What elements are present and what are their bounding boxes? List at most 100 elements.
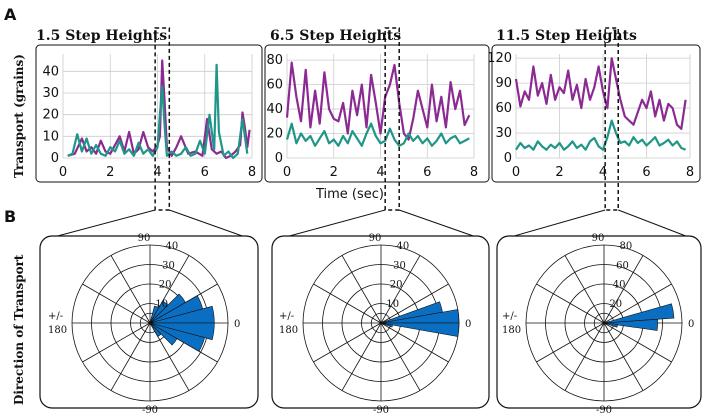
rose-sector (149, 322, 205, 352)
rose-chart-3: 20 40 60 80 0 90 +/- 180 -90 (496, 233, 702, 413)
x-tick-label: 2 (330, 165, 338, 180)
series-line-2 (67, 63, 249, 160)
x-tick-label: 0 (59, 165, 67, 180)
radial-tick-label: 40 (166, 241, 179, 252)
x-tick-label: 8 (470, 165, 478, 180)
y-tick-label: 0 (275, 151, 283, 166)
polar-spoke (603, 255, 644, 324)
polar-spoke (380, 255, 421, 324)
rose-sector (603, 318, 658, 331)
radial-tick-label: 20 (159, 280, 172, 291)
plot-3: 0 30 60 90 120 0 2 4 6 8 (487, 27, 701, 211)
radial-tick-label: 80 (620, 241, 633, 252)
rose-sector (149, 322, 162, 337)
highlight-window (384, 27, 400, 211)
x-tick-label: 6 (201, 165, 209, 180)
rose-sector (603, 303, 675, 324)
angle-label-0: 0 (688, 319, 694, 330)
y-tick-label: 20 (266, 127, 283, 142)
series-line-2 (285, 122, 470, 147)
x-tick-label: 0 (283, 165, 291, 180)
polar-spoke (564, 255, 605, 324)
chart-title-3: 11.5 Step Heights (496, 28, 637, 44)
zoom-connectors (49, 209, 692, 239)
angle-label-minus90: -90 (373, 405, 389, 413)
series-line-1 (67, 59, 251, 160)
x-tick-label: 4 (376, 165, 384, 180)
x-tick-label: 0 (512, 165, 520, 180)
line-chart-3: 11.5 Step Heights 0 30 60 90 120 0 2 4 6 8 (487, 27, 701, 211)
plot-1: 0 10 20 30 40 0 2 4 6 8 (35, 27, 263, 211)
plot-frame (491, 44, 701, 183)
polar-spoke (341, 255, 382, 324)
y-tick-label: 10 (42, 129, 59, 144)
angle-label-pm: +/- (48, 311, 63, 322)
line-chart-1: 1.5 Step Heights 0 10 20 30 40 0 2 4 6 8 (35, 27, 263, 211)
angle-label-180: 180 (279, 325, 298, 336)
zoom-line-right (618, 209, 692, 239)
series-line-1 (514, 57, 687, 130)
radial-tick-label: 10 (386, 299, 399, 310)
x-axis-label-a: Time (sec) (315, 187, 384, 202)
angle-label-pm: +/- (502, 311, 517, 322)
angle-label-90: 90 (369, 233, 382, 244)
radial-tick-label: 30 (162, 260, 175, 271)
x-tick-label: 8 (686, 165, 694, 180)
y-tick-label: 20 (42, 108, 59, 123)
radial-tick-label: 10 (155, 299, 168, 310)
polar-spoke (380, 322, 421, 391)
rose-chart-1: 10 20 30 40 0 90 +/- 180 -90 (39, 233, 259, 413)
y-tick-label: 40 (266, 102, 283, 117)
x-tick-label: 8 (248, 165, 256, 180)
highlight-window (154, 27, 171, 211)
radial-tick-label: 40 (397, 241, 410, 252)
angle-label-90: 90 (592, 233, 605, 244)
y-tick-label: 120 (487, 51, 512, 66)
rose-sector (603, 322, 618, 328)
radial-tick-label: 60 (616, 260, 629, 271)
polar-spoke (603, 322, 644, 391)
radial-tick-label: 20 (390, 280, 403, 291)
angle-label-0: 0 (234, 319, 240, 330)
angle-label-90: 90 (138, 233, 151, 244)
x-tick-label: 6 (423, 165, 431, 180)
x-tick-label: 2 (555, 165, 563, 180)
polar-spoke (536, 283, 605, 324)
y-tick-label: 40 (42, 64, 59, 79)
zoom-line-right (399, 209, 480, 239)
panel-a-letter: A (4, 5, 17, 24)
y-axis-label-b: Direction of Transport (12, 254, 26, 405)
rose-chart-2: 10 20 30 40 0 90 +/- 180 -90 (271, 233, 490, 413)
polar-spoke (603, 322, 672, 363)
polar-spoke (110, 322, 151, 391)
radial-tick-label: 20 (609, 299, 622, 310)
polar-spoke (380, 283, 449, 324)
y-axis-label-a: Transport (grains) (12, 54, 26, 178)
y-tick-label: 0 (504, 151, 512, 166)
y-tick-label: 80 (266, 53, 283, 68)
panel-b-letter: B (4, 207, 16, 226)
y-tick-label: 60 (266, 78, 283, 93)
x-tick-label: 2 (106, 165, 114, 180)
polar-spoke (380, 322, 449, 363)
line-chart-2: 6.5 Step Heights 0 20 40 60 80 0 2 4 6 8 (264, 27, 490, 211)
x-tick-label: 4 (153, 165, 161, 180)
angle-label-pm: +/- (279, 311, 294, 322)
zoom-line-left (49, 209, 156, 239)
zoom-line-right (169, 209, 249, 239)
radial-tick-label: 40 (613, 280, 626, 291)
zoom-line-left (281, 209, 386, 239)
rose-sector (380, 322, 393, 328)
polar-spoke (341, 322, 382, 391)
zoom-line-left (506, 209, 606, 239)
plot-2: 0 20 40 60 80 0 2 4 6 8 (264, 27, 490, 211)
polar-spoke (536, 322, 605, 363)
x-tick-label: 6 (642, 165, 650, 180)
y-tick-label: 30 (495, 126, 512, 141)
series-line-1 (285, 61, 471, 141)
y-tick-label: 0 (51, 151, 59, 166)
plot-frame (35, 44, 263, 183)
y-tick-label: 90 (495, 76, 512, 91)
polar-spoke (313, 322, 382, 363)
